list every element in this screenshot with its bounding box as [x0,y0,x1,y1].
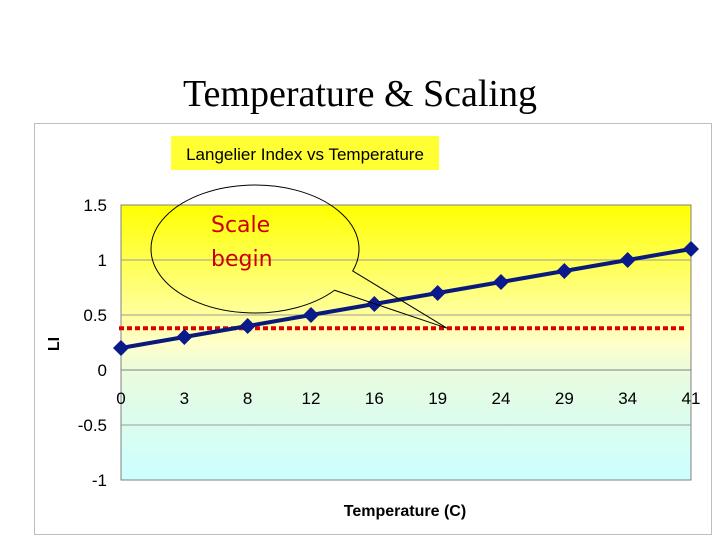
langelier-chart: Langelier Index vs Temperature 1.510.50-… [46,136,700,520]
gridlines [121,259,691,426]
y-tick-labels: 1.5 1 0.5 0 -0.5 -1 [78,196,107,490]
data-point [493,274,509,290]
x-tick-label: 12 [302,389,321,408]
chart-title-background [171,136,439,170]
y-tick-label: 0.5 [83,306,107,325]
data-point [683,241,699,257]
callout-text-line2: begin [211,247,273,272]
x-tick-label: 19 [428,389,447,408]
x-tick-label: 29 [555,389,574,408]
plot-area [120,204,692,481]
y-tick-label: -0.5 [78,416,107,435]
chart-title: Langelier Index vs Temperature [186,145,424,164]
y-tick-label: 1 [98,251,107,270]
x-tick-labels: 0 3 8 12 16 19 24 29 34 41 [116,389,700,408]
x-tick-label: 0 [116,389,125,408]
y-tick-label: 0 [98,361,107,380]
x-tick-label: 41 [682,389,701,408]
slide-title: Temperature & Scaling [183,73,537,115]
x-axis-title: Temperature (C) [344,503,466,520]
series-markers [113,241,699,356]
data-point [303,307,319,323]
x-tick-label: 16 [365,389,384,408]
y-tick-label: -1 [92,471,107,490]
x-tick-label: 3 [180,389,189,408]
data-point [113,340,129,356]
callout-text-line1: Scale [211,213,270,238]
data-point [429,285,446,301]
x-tick-label: 34 [618,389,637,408]
data-point [176,329,193,345]
y-tick-label: 1.5 [83,196,107,215]
y-axis-title: LI [46,337,63,351]
data-point [239,318,256,334]
callout-bubble [150,184,448,329]
data-point [619,252,636,268]
series-line [120,247,692,350]
data-point [556,263,573,279]
x-tick-label: 24 [492,389,511,408]
chart-frame: Langelier Index vs Temperature 1.5 1 0.5 0-… [34,123,712,535]
x-tick-label: 8 [243,389,252,408]
